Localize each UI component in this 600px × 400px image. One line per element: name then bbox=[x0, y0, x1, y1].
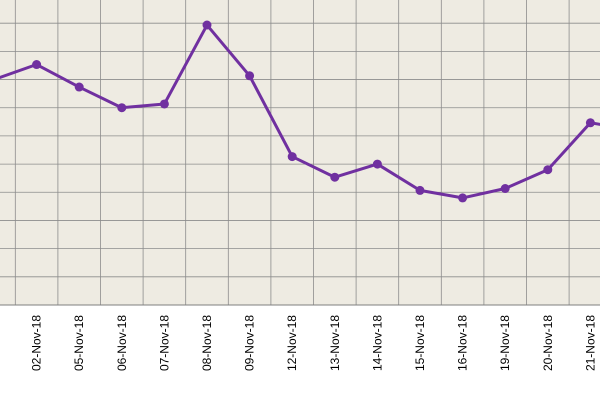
data-point-12-Nov-18 bbox=[287, 152, 297, 162]
x-axis-tick-labels: 01-Nov-18 02-Nov-18 05-Nov-18 06-Nov-18 07-N… bbox=[0, 315, 597, 371]
data-point-20-Nov-18 bbox=[543, 165, 553, 175]
data-point-02-Nov-18 bbox=[32, 60, 42, 70]
x-tick-label: 14-Nov-18 bbox=[370, 315, 384, 371]
data-point-16-Nov-18 bbox=[458, 193, 468, 203]
x-tick-label: 09-Nov-18 bbox=[243, 315, 257, 371]
x-tick-label: 13-Nov-18 bbox=[328, 315, 342, 371]
x-tick-label: 05-Nov-18 bbox=[72, 315, 86, 371]
data-point-15-Nov-18 bbox=[415, 185, 425, 195]
x-tick-label: 07-Nov-18 bbox=[157, 315, 171, 371]
data-point-05-Nov-18 bbox=[74, 82, 84, 92]
x-tick-label: 16-Nov-18 bbox=[456, 315, 470, 371]
data-point-07-Nov-18 bbox=[159, 99, 169, 109]
x-tick-label: 12-Nov-18 bbox=[285, 315, 299, 371]
x-tick-label: 20-Nov-18 bbox=[541, 315, 555, 371]
x-tick-label: 15-Nov-18 bbox=[413, 315, 427, 371]
x-tick-label: 21-Nov-18 bbox=[583, 315, 597, 371]
data-point-14-Nov-18 bbox=[372, 159, 382, 169]
x-tick-label: 01-Nov-18 bbox=[0, 315, 1, 371]
x-tick-label: 19-Nov-18 bbox=[498, 315, 512, 371]
x-tick-label: 08-Nov-18 bbox=[200, 315, 214, 371]
x-tick-label: 02-Nov-18 bbox=[30, 315, 44, 371]
data-point-09-Nov-18 bbox=[245, 71, 255, 81]
series-line bbox=[0, 23, 600, 200]
series-line-layer bbox=[0, 23, 600, 200]
data-point-06-Nov-18 bbox=[117, 103, 127, 113]
plot-area bbox=[0, 0, 600, 305]
data-point-19-Nov-18 bbox=[500, 184, 510, 194]
gridlines bbox=[0, 0, 600, 306]
data-point-08-Nov-18 bbox=[202, 20, 212, 30]
data-point-21-Nov-18 bbox=[585, 118, 595, 128]
x-tick-label: 06-Nov-18 bbox=[115, 315, 129, 371]
data-point-13-Nov-18 bbox=[330, 172, 340, 182]
data-points bbox=[32, 20, 595, 203]
